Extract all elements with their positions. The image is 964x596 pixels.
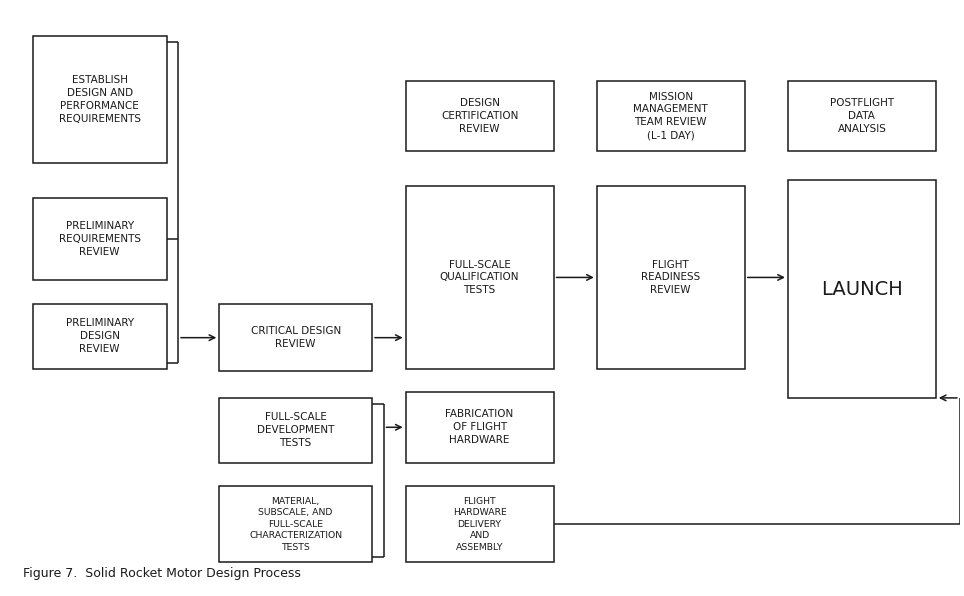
FancyBboxPatch shape — [219, 398, 372, 462]
Text: FABRICATION
OF FLIGHT
HARDWARE: FABRICATION OF FLIGHT HARDWARE — [445, 409, 514, 445]
Text: ESTABLISH
DESIGN AND
PERFORMANCE
REQUIREMENTS: ESTABLISH DESIGN AND PERFORMANCE REQUIRE… — [59, 76, 141, 124]
Text: CRITICAL DESIGN
REVIEW: CRITICAL DESIGN REVIEW — [251, 326, 340, 349]
FancyBboxPatch shape — [788, 181, 936, 398]
FancyBboxPatch shape — [219, 486, 372, 563]
FancyBboxPatch shape — [406, 187, 553, 368]
Text: FULL-SCALE
QUALIFICATION
TESTS: FULL-SCALE QUALIFICATION TESTS — [440, 260, 520, 295]
Text: Figure 7.  Solid Rocket Motor Design Process: Figure 7. Solid Rocket Motor Design Proc… — [23, 567, 301, 580]
FancyBboxPatch shape — [597, 187, 745, 368]
FancyBboxPatch shape — [406, 486, 553, 563]
Text: FLIGHT
HARDWARE
DELIVERY
AND
ASSEMBLY: FLIGHT HARDWARE DELIVERY AND ASSEMBLY — [453, 497, 506, 552]
Text: DESIGN
CERTIFICATION
REVIEW: DESIGN CERTIFICATION REVIEW — [441, 98, 519, 134]
FancyBboxPatch shape — [597, 80, 745, 151]
FancyBboxPatch shape — [406, 392, 553, 462]
Text: PRELIMINARY
DESIGN
REVIEW: PRELIMINARY DESIGN REVIEW — [66, 318, 134, 354]
FancyBboxPatch shape — [33, 304, 167, 368]
FancyBboxPatch shape — [33, 198, 167, 280]
FancyBboxPatch shape — [406, 80, 553, 151]
FancyBboxPatch shape — [33, 36, 167, 163]
FancyBboxPatch shape — [788, 80, 936, 151]
Text: MISSION
MANAGEMENT
TEAM REVIEW
(L-1 DAY): MISSION MANAGEMENT TEAM REVIEW (L-1 DAY) — [633, 92, 709, 140]
Text: FULL-SCALE
DEVELOPMENT
TESTS: FULL-SCALE DEVELOPMENT TESTS — [257, 412, 335, 448]
Text: FLIGHT
READINESS
REVIEW: FLIGHT READINESS REVIEW — [641, 260, 701, 295]
Text: PRELIMINARY
REQUIREMENTS
REVIEW: PRELIMINARY REQUIREMENTS REVIEW — [59, 222, 141, 257]
FancyBboxPatch shape — [219, 304, 372, 371]
Text: POSTFLIGHT
DATA
ANALYSIS: POSTFLIGHT DATA ANALYSIS — [830, 98, 894, 134]
Text: MATERIAL,
SUBSCALE, AND
FULL-SCALE
CHARACTERIZATION
TESTS: MATERIAL, SUBSCALE, AND FULL-SCALE CHARA… — [249, 497, 342, 552]
Text: LAUNCH: LAUNCH — [821, 280, 902, 299]
